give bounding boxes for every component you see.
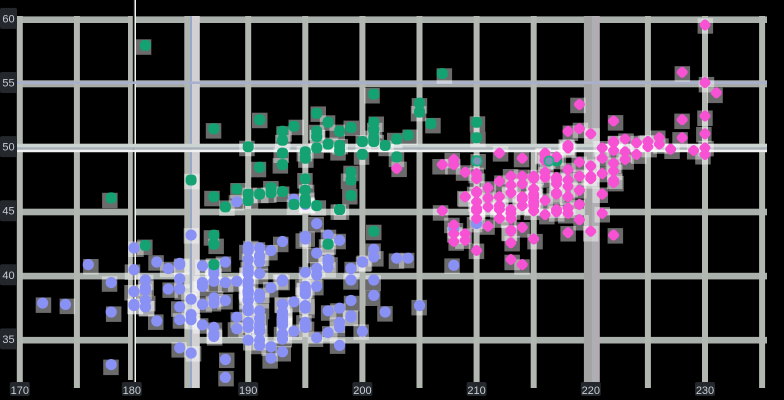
svg-text:170: 170 bbox=[11, 385, 29, 397]
svg-text:35: 35 bbox=[2, 334, 14, 346]
svg-text:55: 55 bbox=[2, 78, 14, 90]
svg-text:210: 210 bbox=[467, 385, 485, 397]
svg-text:200: 200 bbox=[353, 385, 371, 397]
svg-text:45: 45 bbox=[2, 206, 14, 218]
svg-text:50: 50 bbox=[2, 142, 14, 154]
svg-text:230: 230 bbox=[696, 385, 714, 397]
svg-text:220: 220 bbox=[582, 385, 600, 397]
svg-text:60: 60 bbox=[2, 13, 14, 25]
svg-text:180: 180 bbox=[123, 385, 141, 397]
svg-text:40: 40 bbox=[2, 270, 14, 282]
svg-text:190: 190 bbox=[239, 385, 257, 397]
